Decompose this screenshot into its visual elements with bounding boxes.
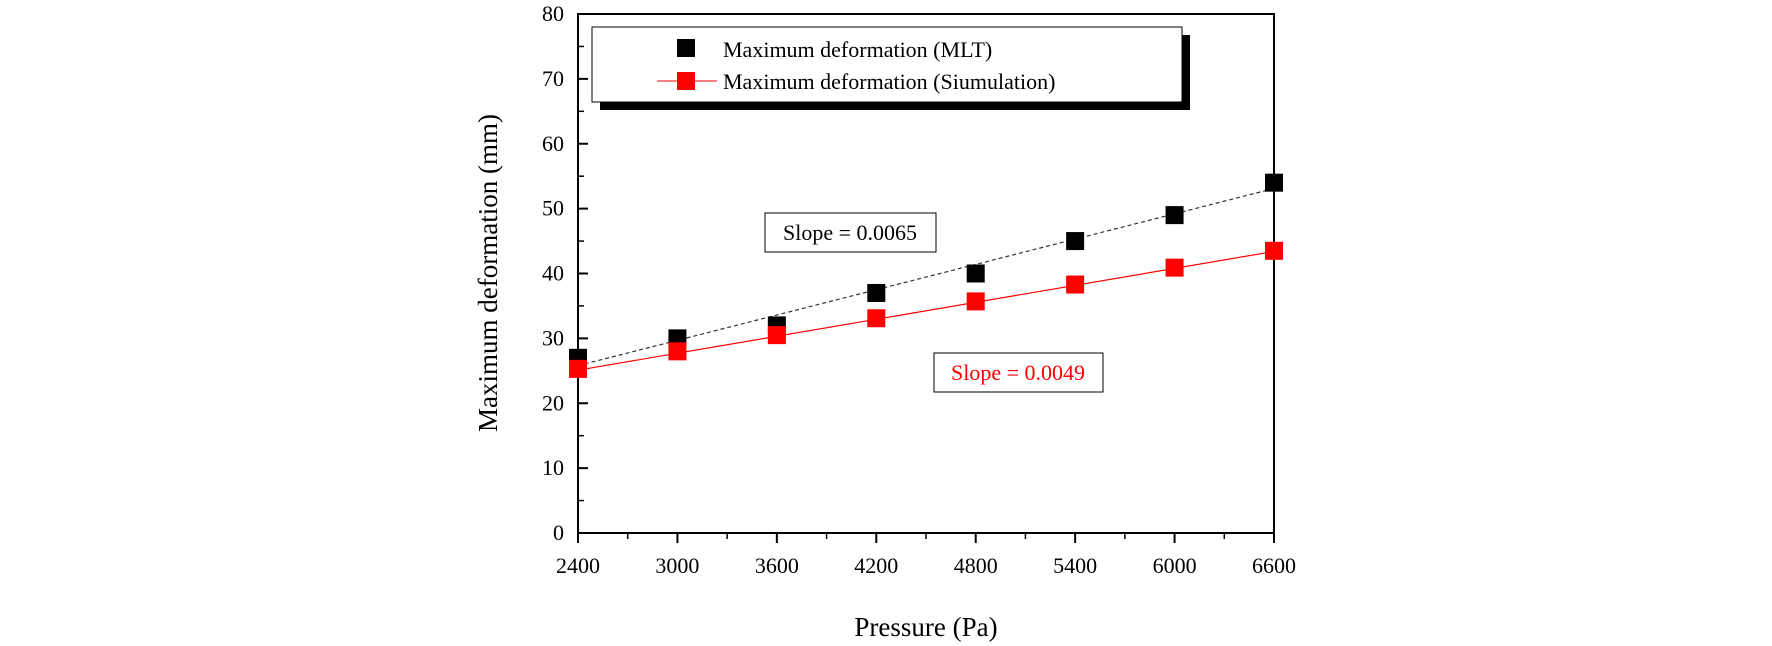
- x-tick-label: 2400: [556, 553, 600, 578]
- data-point-simulation: [966, 292, 985, 311]
- legend-label-mlt: Maximum deformation (MLT): [723, 37, 992, 62]
- x-tick-label: 3000: [655, 553, 699, 578]
- data-point-mlt: [867, 283, 886, 302]
- data-point-mlt: [1165, 206, 1184, 225]
- y-tick-label: 30: [542, 325, 564, 350]
- y-axis: 0 10 20 30 40 50 60 70 80: [542, 1, 588, 545]
- slope-annotation-mlt: Slope = 0.0065: [783, 220, 917, 245]
- x-tick-label: 6600: [1252, 553, 1296, 578]
- legend: Maximum deformation (MLT) Maximum deform…: [591, 26, 1190, 110]
- y-tick-label: 70: [542, 66, 564, 91]
- legend-marker-mlt: [677, 39, 695, 57]
- data-point-mlt: [1066, 232, 1085, 251]
- y-tick-label: 10: [542, 455, 564, 480]
- slope-annotation-simulation: Slope = 0.0049: [951, 360, 1085, 385]
- data-point-simulation: [867, 309, 886, 328]
- annotations: Slope = 0.0065 Slope = 0.0049: [764, 212, 1104, 393]
- x-tick-label: 5400: [1053, 553, 1097, 578]
- x-axis: 2400 3000 3600 4200 4800 5400 6000 6600: [556, 533, 1296, 578]
- x-tick-label: 4200: [854, 553, 898, 578]
- y-tick-label: 40: [542, 261, 564, 286]
- legend-label-simulation: Maximum deformation (Siumulation): [723, 69, 1055, 94]
- data-point-mlt: [966, 264, 985, 283]
- y-tick-label: 0: [553, 520, 564, 545]
- fit-line-simulation: [577, 250, 1275, 371]
- x-tick-label: 3600: [755, 553, 799, 578]
- y-tick-label: 20: [542, 390, 564, 415]
- y-axis-title: Maximum deformation (mm): [473, 114, 503, 432]
- data-point-simulation: [1165, 258, 1184, 277]
- slope-annotation-simulation-box: [933, 352, 1104, 393]
- y-tick-label: 80: [542, 1, 564, 26]
- data-point-simulation: [1066, 275, 1085, 294]
- x-tick-label: 6000: [1153, 553, 1197, 578]
- fit-lines: [577, 187, 1275, 371]
- x-axis-title: Pressure (Pa): [854, 612, 997, 642]
- data-point-simulation: [569, 359, 587, 378]
- legend-marker-simulation: [677, 72, 695, 90]
- y-tick-label: 50: [542, 196, 564, 221]
- fit-line-mlt: [577, 187, 1275, 367]
- y-tick-label: 60: [542, 131, 564, 156]
- data-point-simulation: [1265, 241, 1283, 260]
- x-tick-label: 4800: [954, 553, 998, 578]
- data-point-simulation: [767, 326, 786, 345]
- data-point-simulation: [668, 342, 687, 361]
- data-markers: [569, 173, 1283, 378]
- data-point-mlt: [1265, 173, 1283, 192]
- slope-annotation-mlt-box: [764, 212, 937, 253]
